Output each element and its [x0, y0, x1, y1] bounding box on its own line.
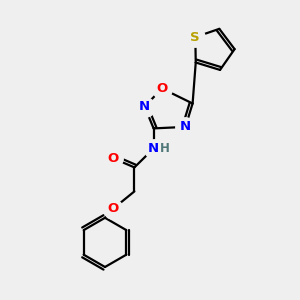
Text: O: O [156, 82, 168, 95]
Text: H: H [160, 142, 170, 155]
Text: S: S [190, 31, 200, 44]
Text: N: N [180, 120, 191, 134]
Text: N: N [139, 100, 150, 113]
Text: N: N [148, 142, 159, 155]
Text: O: O [108, 152, 119, 165]
Text: O: O [108, 202, 119, 215]
